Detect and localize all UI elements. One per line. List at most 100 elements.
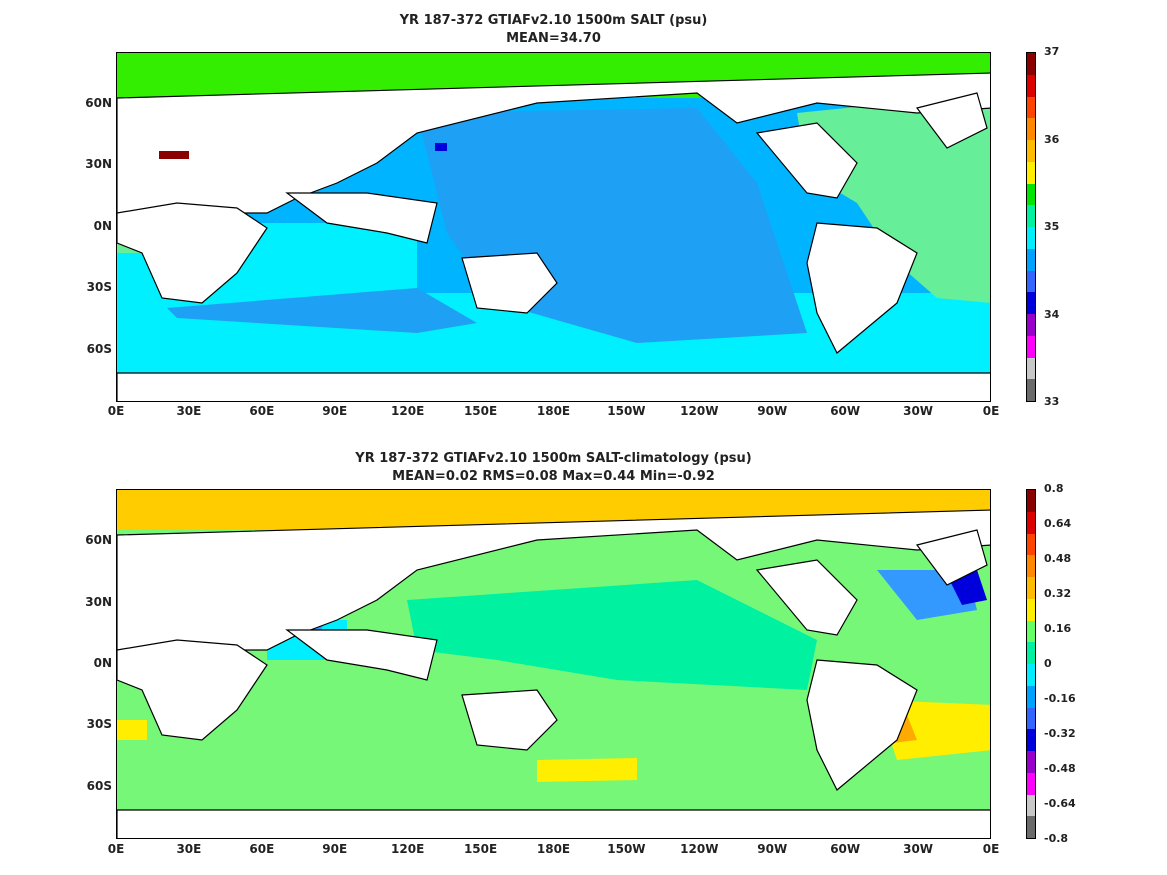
p1-lat-tick-0n: 0N (93, 219, 112, 233)
deep-band (167, 288, 477, 333)
p2-cbar-label: 0.8 (1044, 482, 1064, 495)
p1-lon-tick: 0E (107, 404, 125, 418)
p1-lon-tick: 120W (680, 404, 719, 418)
north-america (755, 122, 858, 199)
colorbar-segment (1027, 96, 1035, 119)
p2-lon-tick: 0E (982, 842, 1000, 856)
p1-cbar-label-34: 34 (1044, 308, 1060, 321)
p2-lon-tick: 150W (607, 842, 646, 856)
p1-lon-tick: 150E (463, 404, 498, 418)
p2-lon-tick: 60E (249, 842, 275, 856)
colorbar-segment (1027, 248, 1035, 271)
p2-cbar-label: -0.32 (1044, 727, 1076, 740)
antarctica (117, 372, 990, 401)
p2-lat-tick-60s: 60S (86, 779, 112, 793)
mediterranean-high-salinity (159, 151, 189, 159)
colorbar-segment (1027, 816, 1035, 838)
p2-cbar-label: 0.16 (1044, 622, 1072, 635)
p2-cbar-label: -0.8 (1044, 832, 1069, 845)
colorbar-segment (1027, 577, 1035, 599)
colorbar-segment (1027, 642, 1035, 664)
greenland-2 (915, 529, 988, 586)
colorbar-segment (1027, 227, 1035, 249)
p1-lon-tick: 90W (757, 404, 788, 418)
colorbar-segment (1027, 183, 1035, 206)
japan-sea-low (435, 143, 447, 151)
colorbar-segment (1027, 270, 1035, 293)
p2-lon-tick: 0E (107, 842, 125, 856)
p2-lat-tick-60n: 60N (85, 533, 112, 547)
p2-cbar-label: 0 (1044, 657, 1052, 670)
land-masses (117, 72, 990, 401)
p2-lon-tick: 120E (391, 842, 425, 856)
p2-lon-tick: 90W (757, 842, 788, 856)
p2-lon-tick: 90E (322, 842, 348, 856)
colorbar-segment (1027, 794, 1035, 817)
p1-cbar-label-33: 33 (1044, 395, 1060, 408)
p1-lon-tick: 120E (391, 404, 425, 418)
p2-lat-tick-30n: 30N (85, 595, 112, 609)
panel2-map-svg (117, 490, 990, 838)
colorbar-segment (1027, 620, 1035, 643)
colorbar-segment (1027, 511, 1035, 534)
p1-lon-tick: 0E (982, 404, 1000, 418)
colorbar-segment (1027, 335, 1035, 358)
p2-lon-tick: 30W (903, 842, 934, 856)
colorbar-segment (1027, 205, 1035, 227)
p1-cbar-label-36: 36 (1044, 133, 1060, 146)
p1-cbar-label-37: 37 (1044, 45, 1060, 58)
greenland (915, 92, 988, 149)
colorbar-segment (1027, 664, 1035, 686)
colorbar-segment (1027, 555, 1035, 577)
colorbar-segment (1027, 751, 1035, 773)
p1-lon-tick: 180E (536, 404, 571, 418)
p2-lon-tick: 60W (830, 842, 861, 856)
colorbar-segment (1027, 292, 1035, 314)
pacific-anomaly (407, 580, 817, 690)
land-masses-2 (117, 509, 990, 838)
p2-lon-tick: 180E (536, 842, 571, 856)
p2-cbar-label: 0.32 (1044, 587, 1072, 600)
south-asia (285, 192, 438, 244)
colorbar-segment (1027, 685, 1035, 708)
colorbar-segment (1027, 140, 1035, 162)
panel2-colorbar (1026, 489, 1036, 839)
colorbar-segment (1027, 161, 1035, 184)
panel1-colorbar (1026, 52, 1036, 402)
p1-lon-tick: 30W (903, 404, 934, 418)
south-pacific-anomaly (537, 758, 637, 782)
p1-lon-tick: 60W (830, 404, 861, 418)
p2-cbar-label: -0.16 (1044, 692, 1076, 705)
p1-lon-tick: 90E (322, 404, 348, 418)
p2-lon-tick: 120W (680, 842, 719, 856)
africa-2 (117, 639, 268, 741)
panel2-map (116, 489, 991, 839)
panel1-map (116, 52, 991, 402)
p1-lat-tick-30n: 30N (85, 157, 112, 171)
p1-lon-tick: 60E (249, 404, 275, 418)
panel1-map-svg (117, 53, 990, 401)
colorbar-segment (1027, 357, 1035, 380)
p2-lon-tick: 150E (463, 842, 498, 856)
antarctica-2 (117, 809, 990, 838)
p2-lon-tick: 30E (176, 842, 202, 856)
p1-lat-tick-60n: 60N (85, 96, 112, 110)
p2-lat-tick-0n: 0N (93, 656, 112, 670)
north-america-2 (755, 559, 858, 636)
p1-lat-tick-30s: 30S (86, 280, 112, 294)
p2-lat-tick-30s: 30S (86, 717, 112, 731)
agulhas-anomaly (117, 720, 147, 740)
colorbar-segment (1027, 490, 1035, 512)
panel2-title-line2: MEAN=0.02 RMS=0.08 Max=0.44 Min=-0.92 (392, 469, 715, 484)
colorbar-segment (1027, 729, 1035, 751)
south-america (806, 222, 918, 354)
colorbar-segment (1027, 772, 1035, 795)
panel1-title-line1: YR 187-372 GTIAFv2.10 1500m SALT (psu) (399, 13, 708, 28)
colorbar-segment (1027, 707, 1035, 730)
colorbar-segment (1027, 379, 1035, 401)
colorbar-segment (1027, 533, 1035, 556)
p1-lon-tick: 150W (607, 404, 646, 418)
p1-cbar-label-35: 35 (1044, 220, 1060, 233)
africa (117, 202, 268, 304)
australia-2 (461, 689, 558, 751)
